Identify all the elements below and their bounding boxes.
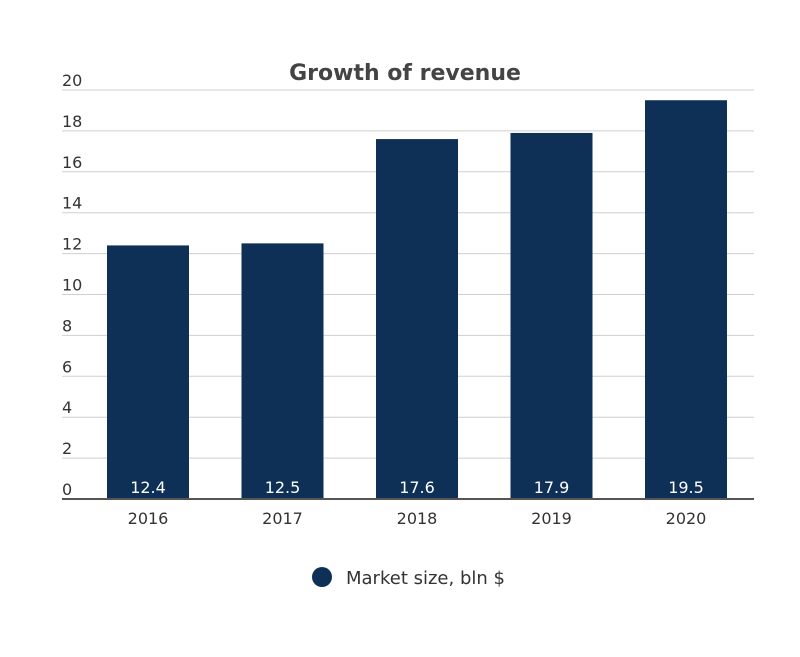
x-tick-label: 2018 [397,509,438,528]
bar [510,132,593,499]
y-tick-label: 14 [62,194,82,213]
bar [107,245,189,499]
legend: Market size, bln $ [312,567,505,589]
y-tick-label: 8 [62,316,72,335]
y-tick-label: 2 [62,439,72,458]
data-label: 12.4 [130,478,166,497]
legend-swatch [312,567,332,587]
chart-title: Growth of revenue [289,61,521,86]
y-axis-ticks: 0 2 4 6 8 10 12 14 16 18 20 [62,71,82,499]
x-tick-label: 2016 [128,509,169,528]
x-tick-label: 2017 [262,509,303,528]
x-tick-label: 2019 [531,509,572,528]
y-tick-label: 16 [62,153,82,172]
data-label: 17.9 [534,478,570,497]
bar [645,100,727,499]
y-tick-label: 6 [62,357,72,376]
legend-label: Market size, bln $ [346,568,505,589]
y-tick-label: 4 [62,398,72,417]
data-label: 12.5 [265,478,301,497]
data-label: 19.5 [668,478,704,497]
y-tick-label: 0 [62,480,72,499]
bar [241,243,324,499]
x-tick-label: 2020 [666,509,707,528]
y-tick-label: 10 [62,276,82,295]
x-axis-ticks: 2016 2017 2018 2019 2020 [128,509,707,528]
data-label: 17.6 [399,478,435,497]
y-tick-label: 20 [62,71,82,90]
y-tick-label: 12 [62,235,82,254]
bar [376,139,458,499]
y-tick-label: 18 [62,112,82,131]
bars: 12.4 12.5 17.6 17.9 19.5 [62,100,754,500]
